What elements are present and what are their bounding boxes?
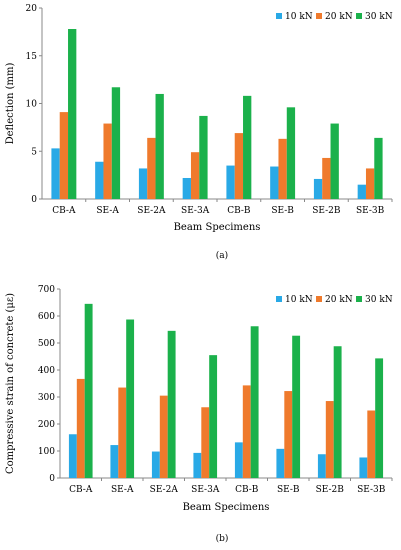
- chart-b-y-tick-label: 500: [38, 339, 55, 349]
- chart-b-y-tick-label: 600: [38, 312, 55, 322]
- chart-a-y-tick-label: 5: [31, 147, 37, 157]
- chart-a-bar-se-a-10kn: [95, 161, 104, 199]
- chart-b-x-tick-label: SE-2A: [150, 485, 179, 495]
- chart-b-bar-se-3b-20kn: [367, 410, 376, 478]
- chart-b-bar-se-b-20kn: [284, 391, 293, 478]
- chart-b-bar-cb-a-20kn: [76, 378, 85, 478]
- chart-b-bar-se-2a-10kn: [151, 451, 160, 478]
- chart-b-bar-se-a-20kn: [118, 387, 127, 478]
- chart-a-y-tick-label: 0: [31, 195, 37, 205]
- chart-b-bar-se-a-10kn: [110, 445, 119, 478]
- chart-b-bar-cb-b-20kn: [242, 385, 251, 478]
- chart-a-bar-se-2b-10kn: [313, 178, 323, 199]
- chart-b-x-tick-label: SE-3B: [357, 485, 386, 495]
- chart-a-deflection: 0 5 10 15 20 CB-A SE-A SE-2A SE-3A CB-B SE-B SE-2B S…: [5, 4, 393, 261]
- chart-a-y-tick-label: 10: [26, 100, 38, 110]
- chart-a-x-tick-label: SE-A: [96, 206, 119, 216]
- chart-a-x-axis-title: Beam Specimens: [174, 222, 261, 233]
- chart-a-bar-se-2a-20kn: [147, 137, 156, 199]
- chart-b-bar-cb-b-30kn: [250, 326, 259, 478]
- chart-b-y-axis-title: Compressive strain of concrete (με): [5, 293, 16, 474]
- chart-a-bar-se-2b-30kn: [330, 123, 339, 199]
- chart-b-bar-cb-a-30kn: [84, 303, 93, 478]
- chart-a-legend-swatch: [356, 13, 362, 19]
- chart-b-x-tick-label: CB-A: [69, 485, 93, 495]
- chart-b-bar-se-2a-20kn: [159, 395, 168, 478]
- chart-a-bar-se-a-20kn: [103, 123, 112, 199]
- chart-b-legend-swatch: [316, 296, 322, 302]
- chart-a-bar-cb-a-20kn: [59, 112, 69, 199]
- chart-b-bar-cb-b-10kn: [234, 442, 243, 478]
- chart-b-legend-swatch: [356, 296, 362, 302]
- chart-b-legend-label: 20 kN: [325, 295, 353, 305]
- chart-a-bar-cb-b-20kn: [234, 133, 244, 199]
- chart-b-bar-se-3a-30kn: [209, 355, 218, 478]
- chart-b-bar-se-2a-30kn: [167, 330, 176, 478]
- chart-a-x-tick-label: CB-A: [52, 206, 76, 216]
- chart-b-x-tick-label: SE-2B: [316, 485, 345, 495]
- chart-a-y-tick-label: 15: [26, 52, 38, 62]
- chart-b-bar-se-2b-30kn: [333, 346, 342, 478]
- chart-a-bar-se-3b-30kn: [374, 137, 383, 199]
- chart-b-compressive-strain: 0 100 200 300 400 500 600 700 CB-A SE-A SE-2A SE-3A…: [5, 285, 393, 544]
- chart-b-y-tick-label: 0: [49, 474, 55, 484]
- chart-b-bar-se-b-30kn: [292, 335, 301, 478]
- chart-a-panel-label: (a): [216, 250, 228, 261]
- chart-b-y-tick-label: 300: [38, 393, 55, 403]
- chart-a-bar-se-3b-10kn: [357, 184, 366, 199]
- chart-a-bar-se-2b-20kn: [322, 157, 331, 199]
- chart-b-bar-se-3b-10kn: [359, 457, 368, 478]
- chart-b-x-tick-label: CB-B: [235, 485, 259, 495]
- chart-a-x-tick-label: CB-B: [227, 206, 251, 216]
- chart-b-x-tick-label: SE-3A: [191, 485, 220, 495]
- chart-a-bar-se-2a-30kn: [155, 93, 164, 199]
- chart-b-y-tick-label: 100: [38, 447, 55, 457]
- chart-a-bar-cb-a-10kn: [51, 148, 60, 199]
- chart-a-legend-label: 30 kN: [365, 12, 393, 22]
- chart-b-legend-label: 30 kN: [365, 295, 393, 305]
- chart-b-x-tick-label: SE-B: [277, 485, 300, 495]
- chart-a-x-tick-label: SE-2A: [137, 206, 166, 216]
- chart-a-y-tick-label: 20: [26, 4, 38, 14]
- chart-a-bar-se-3b-20kn: [365, 168, 375, 199]
- chart-a-bar-se-b-20kn: [278, 138, 287, 199]
- chart-b-bar-se-a-30kn: [126, 319, 135, 478]
- chart-a-bar-se-a-30kn: [111, 87, 121, 199]
- chart-a-x-tick-label: SE-2B: [312, 206, 341, 216]
- chart-b-bar-se-3b-30kn: [375, 358, 384, 478]
- chart-a-bar-cb-b-10kn: [226, 165, 235, 199]
- chart-b-legend-swatch: [276, 296, 282, 302]
- chart-a-bar-se-2a-10kn: [138, 168, 148, 199]
- chart-a-bar-se-3a-10kn: [182, 177, 191, 199]
- chart-a-bar-se-3a-30kn: [199, 115, 208, 199]
- chart-b-bar-se-b-10kn: [276, 448, 285, 478]
- chart-b-x-axis-title: Beam Specimens: [183, 502, 270, 513]
- chart-a-bar-cb-b-30kn: [243, 95, 252, 199]
- chart-b-legend-label: 10 kN: [285, 295, 313, 305]
- chart-b-bar-se-3a-20kn: [201, 407, 210, 478]
- chart-b-y-tick-label: 200: [38, 420, 55, 430]
- chart-a-bar-se-b-10kn: [270, 166, 279, 199]
- chart-a-y-axis-title: Deflection (mm): [5, 63, 16, 145]
- chart-b-bar-se-3a-10kn: [193, 452, 202, 478]
- chart-b-panel-label: (b): [216, 533, 229, 544]
- chart-b-bar-cb-a-10kn: [68, 434, 77, 478]
- chart-b-bar-se-2b-10kn: [317, 454, 326, 478]
- chart-a-x-tick-label: SE-B: [271, 206, 294, 216]
- chart-b-y-tick-label: 700: [38, 285, 55, 295]
- chart-b-y-tick-label: 400: [38, 366, 55, 376]
- chart-a-bar-cb-a-30kn: [68, 29, 77, 200]
- chart-a-bar-se-b-30kn: [286, 107, 296, 199]
- chart-a-x-tick-label: SE-3A: [181, 206, 210, 216]
- chart-a-legend-swatch: [276, 13, 282, 19]
- chart-a-legend-swatch: [316, 13, 322, 19]
- chart-a-bar-se-3a-20kn: [190, 152, 200, 199]
- chart-a-legend-label: 20 kN: [325, 12, 353, 22]
- chart-b-bar-se-2b-20kn: [325, 401, 334, 478]
- chart-b-x-tick-label: SE-A: [111, 485, 134, 495]
- chart-a-legend-label: 10 kN: [285, 12, 313, 22]
- chart-a-x-tick-label: SE-3B: [356, 206, 385, 216]
